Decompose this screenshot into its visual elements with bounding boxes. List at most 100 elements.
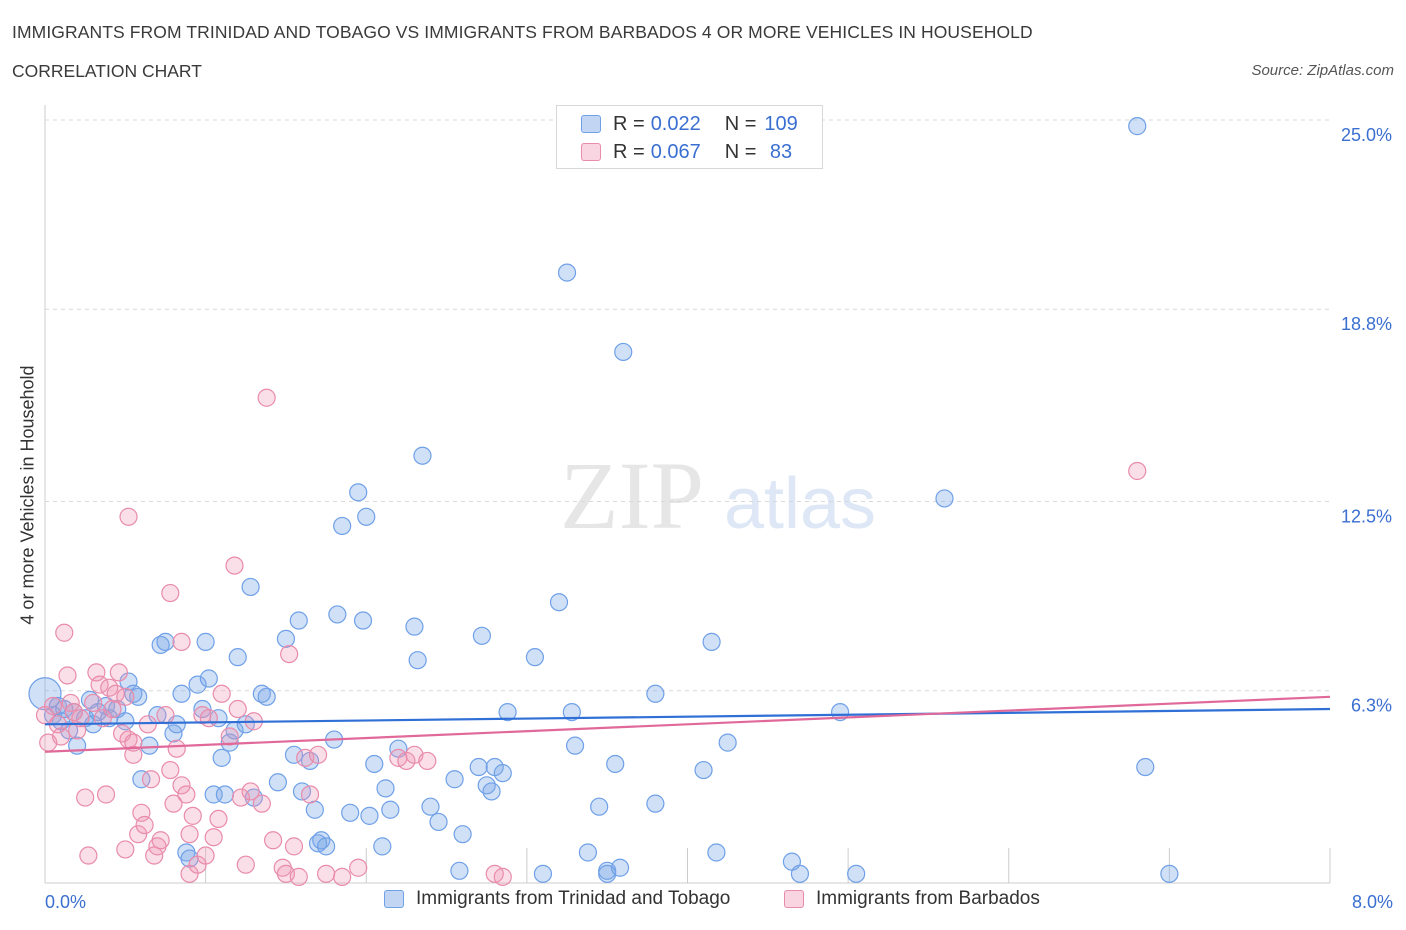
barbados-point <box>79 846 98 865</box>
legend-row-trinidad: R = 0.022 N = 109 <box>581 112 798 136</box>
trinidad-point <box>413 446 432 465</box>
trinidad-point <box>257 687 276 706</box>
trinidad-point <box>212 748 231 767</box>
trinidad-point <box>241 577 260 597</box>
trinidad-point <box>1136 757 1155 777</box>
trinidad-point <box>349 483 368 502</box>
barbados-point <box>231 788 251 807</box>
barbados-point <box>172 776 191 795</box>
barbados-point <box>236 855 255 874</box>
trinidad-point <box>830 702 850 722</box>
barbados-point <box>280 644 299 664</box>
trinidad-point <box>199 669 218 688</box>
barbados-point <box>84 693 103 713</box>
correlation-legend: R = 0.022 N = 109 R = 0.067 N = 83 <box>556 105 823 169</box>
barbados-point <box>51 727 71 746</box>
trinidad-trend-line <box>44 707 1331 726</box>
barbados-point <box>493 867 512 886</box>
trinidad-point <box>353 611 373 630</box>
barbados-point <box>135 815 154 835</box>
trinidad-point <box>132 770 151 789</box>
trinidad-point <box>429 812 448 832</box>
legend-r-value: 0.022 <box>650 112 701 135</box>
legend-r-value: 0.067 <box>650 140 701 163</box>
trinidad-point <box>533 864 553 883</box>
barbados-point <box>209 809 228 829</box>
trinidad-point <box>472 626 491 645</box>
barbados-point <box>183 806 202 825</box>
trinidad-point <box>305 800 324 819</box>
legend-r-label: R = <box>613 112 645 135</box>
barbados-point <box>103 699 122 719</box>
y-tick-label: 25.0% <box>1341 125 1392 145</box>
legend-n-value: 83 <box>764 140 793 163</box>
trinidad-point <box>606 754 625 774</box>
barbados-point <box>119 507 138 526</box>
watermark-zip: ZIP <box>560 442 704 549</box>
trinidad-point <box>453 825 472 844</box>
trinidad-point <box>196 632 215 651</box>
legend-swatch-pink <box>581 143 601 161</box>
trinidad-point <box>228 648 247 667</box>
chart-title: IMMIGRANTS FROM TRINIDAD AND TOBAGO VS I… <box>12 22 1033 42</box>
trinidad-point <box>498 702 517 722</box>
trinidad-point <box>450 861 469 880</box>
trinidad-point <box>445 770 464 789</box>
trinidad-point <box>215 785 234 804</box>
series-legend-barbados: Immigrants from Barbados <box>784 888 1040 910</box>
trinidad-point <box>707 843 726 862</box>
trinidad-point <box>252 684 271 703</box>
barbados-point <box>109 663 128 682</box>
trinidad-point <box>365 754 384 774</box>
trinidad-point <box>935 489 954 508</box>
trinidad-point <box>289 611 308 630</box>
y-tick-label: 6.3% <box>1351 696 1392 716</box>
barbados-point <box>156 706 175 725</box>
trinidad-point <box>421 797 440 816</box>
trinidad-point <box>702 632 721 651</box>
barbados-point <box>212 684 231 703</box>
x-tick-label: 0.0% <box>45 892 86 912</box>
barbados-point <box>167 739 186 758</box>
barbados-point <box>164 794 183 813</box>
trinidad-point <box>357 507 376 526</box>
trinidad-point <box>1160 864 1179 883</box>
series-legend-trinidad: Immigrants from Trinidad and Tobago <box>384 888 730 910</box>
trinidad-point <box>140 736 159 755</box>
barbados-point <box>225 556 244 575</box>
barbados-point <box>55 623 74 642</box>
trinidad-point <box>276 629 296 648</box>
trinidad-point <box>193 699 212 719</box>
legend-n-value: 109 <box>764 112 798 135</box>
trinidad-point <box>557 263 577 282</box>
trinidad-point <box>284 745 304 764</box>
barbados-point <box>129 825 148 844</box>
barbados-point <box>180 825 199 844</box>
trinidad-point <box>646 684 665 703</box>
trinidad-point <box>328 605 347 624</box>
trinidad-point <box>1128 117 1147 136</box>
barbados-point <box>349 858 368 877</box>
trinidad-point <box>525 648 545 667</box>
barbados-point <box>241 782 260 801</box>
legend-n-label: N = <box>724 140 757 163</box>
trinidad-point <box>405 617 424 636</box>
barbados-point <box>161 583 180 603</box>
barbados-point <box>284 837 304 856</box>
barbados-point <box>418 751 437 771</box>
trinidad-point <box>341 803 360 822</box>
legend-r-label: R = <box>613 140 645 163</box>
barbados-point <box>93 709 112 728</box>
trinidad-point <box>578 843 598 862</box>
trinidad-point <box>477 776 496 795</box>
trinidad-point <box>376 779 395 798</box>
trinidad-point <box>151 635 170 655</box>
series-legend-label: Immigrants from Barbados <box>816 888 1040 909</box>
barbados-point <box>151 831 170 850</box>
barbados-point <box>43 696 63 716</box>
trinidad-point <box>172 684 191 703</box>
series-swatch-pink <box>784 890 804 908</box>
barbados-point <box>172 632 191 651</box>
barbados-trend-line <box>44 695 1331 753</box>
